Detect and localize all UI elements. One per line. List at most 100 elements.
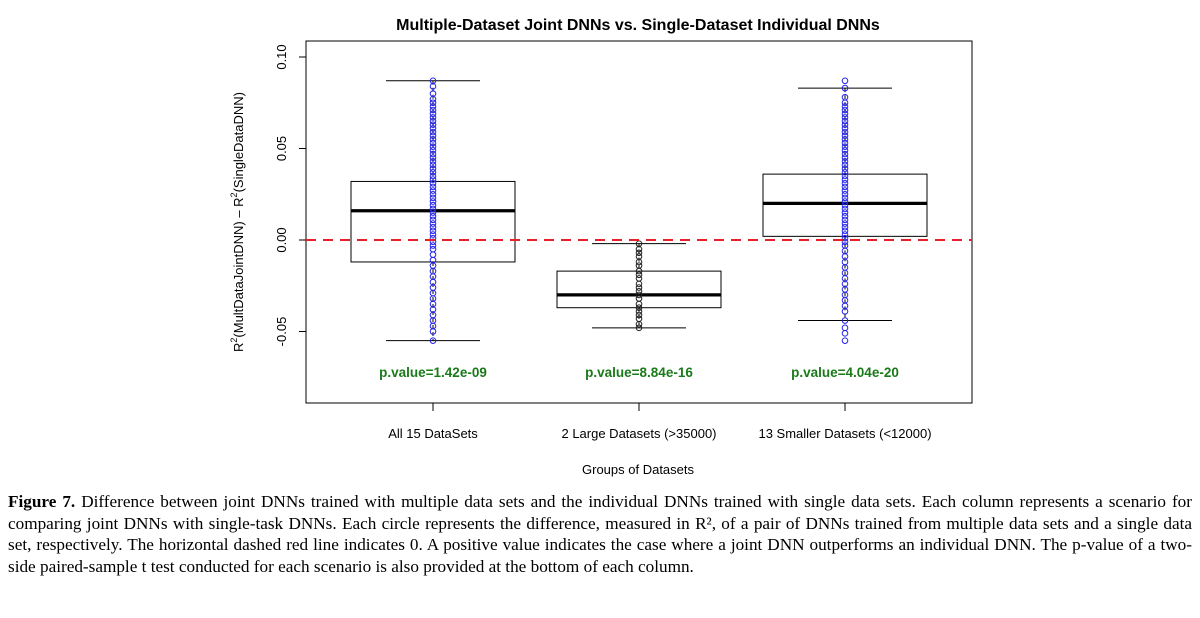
data-point [429, 110, 437, 118]
data-point [635, 267, 643, 275]
box-iqr [762, 173, 928, 237]
data-point [429, 99, 437, 107]
data-point [429, 82, 437, 90]
data-point [841, 172, 849, 180]
data-point [635, 284, 643, 291]
p-value-label: p.value=4.04e-20 [791, 365, 899, 380]
data-point [635, 287, 643, 295]
x-tick-label: 2 Large Datasets (>35000) [561, 426, 716, 441]
data-point [841, 198, 849, 205]
data-point [429, 179, 437, 187]
data-point [841, 227, 849, 235]
data-point [841, 216, 849, 224]
y-label-superscript: 2 [229, 338, 239, 343]
y-axis: -0.05 0.00 0.05 0.10 [274, 44, 307, 347]
data-point [429, 139, 437, 147]
data-point [841, 190, 849, 198]
data-point [841, 220, 849, 227]
plot-frame [305, 40, 973, 404]
data-point [635, 304, 643, 312]
data-point [635, 271, 643, 279]
data-point [429, 125, 437, 132]
data-point [841, 136, 849, 143]
data-point [429, 121, 437, 129]
data-point [635, 300, 643, 308]
data-point [429, 147, 437, 154]
data-point [841, 179, 849, 187]
data-point [841, 150, 849, 158]
caption-text: Difference between joint DNNs trained wi… [8, 492, 1193, 576]
data-point [429, 106, 437, 114]
data-point [635, 308, 643, 315]
data-point [635, 295, 643, 302]
data-point [429, 143, 437, 150]
x-axis-label: Groups of Datasets [582, 462, 694, 477]
data-point [635, 249, 643, 257]
y-label-part: R [231, 343, 246, 352]
data-point [841, 194, 849, 202]
data-point [841, 77, 849, 85]
data-point [429, 201, 437, 209]
data-point [841, 132, 849, 139]
data-point [429, 150, 437, 158]
data-point [841, 205, 849, 213]
data-point [841, 183, 849, 191]
data-point [429, 117, 437, 125]
data-point [429, 245, 437, 253]
data-point [841, 106, 849, 114]
data-point [635, 245, 643, 253]
data-point [841, 238, 849, 246]
chart-title: Multiple-Dataset Joint DNNs vs. Single-D… [396, 17, 880, 34]
data-point [429, 220, 437, 227]
data-point [841, 308, 849, 315]
caption-label: Figure 7. [8, 492, 76, 511]
x-tick-label: All 15 DataSets [388, 426, 478, 441]
data-point [841, 212, 849, 220]
data-point [429, 242, 437, 249]
data-point [841, 223, 849, 231]
data-point [841, 209, 849, 216]
box-iqr [556, 270, 722, 309]
data-point [841, 114, 849, 121]
data-point [429, 216, 437, 224]
data-point [429, 95, 437, 103]
data-point [635, 280, 643, 288]
data-point [841, 154, 849, 161]
data-point [635, 311, 643, 319]
data-point [841, 201, 849, 209]
data-point [635, 275, 643, 282]
data-point [429, 136, 437, 143]
data-point [841, 84, 849, 92]
box-iqr [350, 180, 516, 263]
data-point [841, 231, 849, 238]
data-point [841, 168, 849, 176]
y-label-part: (MultDataJointDNN) – R [231, 197, 246, 337]
x-axis: All 15 DataSets 2 Large Datasets (>35000)… [388, 402, 932, 441]
data-point [841, 317, 849, 324]
data-point [841, 165, 849, 172]
data-point [841, 147, 849, 154]
box-group: p.value=4.04e-20 [762, 77, 928, 380]
y-label-superscript: 2 [229, 192, 239, 197]
data-point [429, 194, 437, 202]
figure-caption: Figure 7. Difference between joint DNNs … [8, 491, 1192, 577]
box-plot-figure: Multiple-Dataset Joint DNNs vs. Single-D… [229, 17, 973, 477]
data-point [429, 198, 437, 205]
box-group: p.value=8.84e-16 [556, 240, 722, 380]
data-point [429, 114, 437, 121]
box-group: p.value=1.42e-09 [350, 77, 516, 380]
x-tick-label: 13 Smaller Datasets (<12000) [758, 426, 931, 441]
data-point [841, 143, 849, 150]
data-point [429, 168, 437, 176]
y-tick-label: -0.05 [274, 317, 289, 347]
data-point [635, 320, 643, 328]
data-point [429, 165, 437, 172]
data-point [635, 258, 643, 266]
data-point [429, 158, 437, 165]
data-point [429, 205, 437, 213]
y-label-part: (SingleDataDNN) [231, 92, 246, 192]
data-point [841, 103, 849, 110]
data-point [841, 176, 849, 183]
data-point [429, 190, 437, 198]
data-point [635, 291, 643, 299]
